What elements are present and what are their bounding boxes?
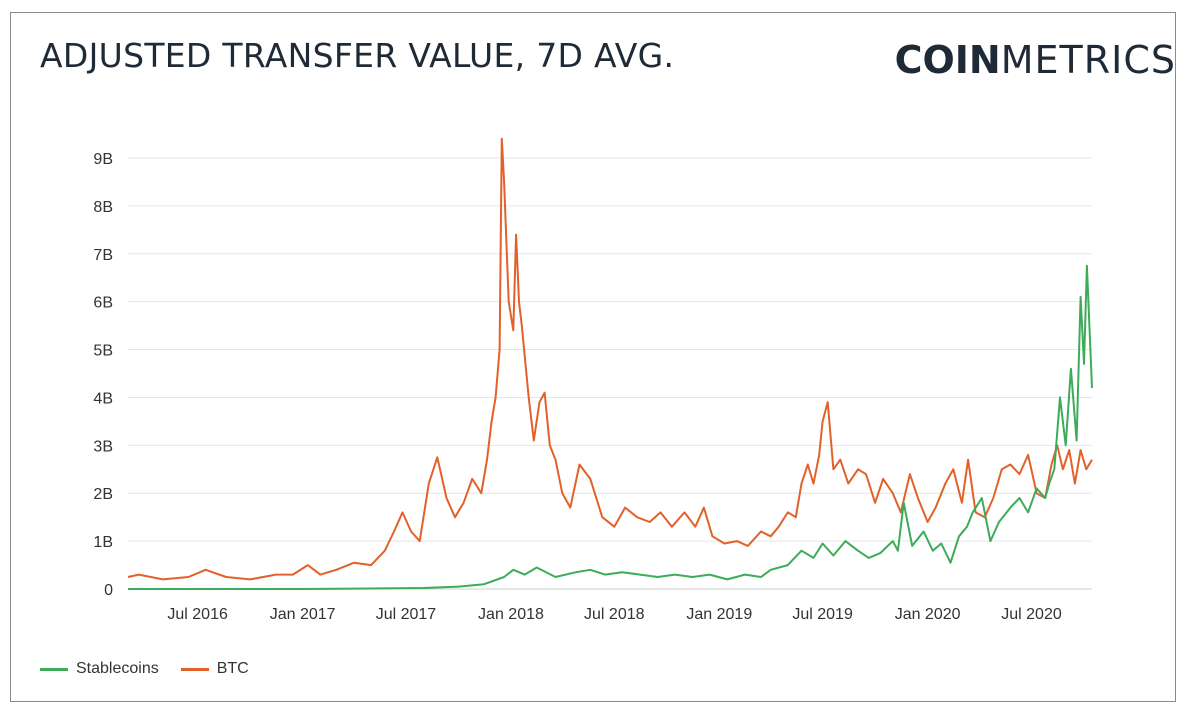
y-axis-ticks: 0 1B 2B 3B 4B 5B 6B 7B 8B 9B [93, 151, 113, 599]
x-tick-label: Jan 2018 [478, 606, 544, 623]
x-tick-label: Jul 2018 [584, 606, 645, 623]
stablecoins-swatch [40, 667, 68, 671]
x-tick-label: Jul 2016 [167, 606, 228, 623]
y-tick-label: 7B [93, 247, 113, 264]
logo-light-text: METRICS [1000, 38, 1176, 82]
btc-swatch [180, 667, 209, 671]
legend[interactable]: Stablecoins BTC [40, 660, 249, 678]
legend-item-stablecoins[interactable]: Stablecoins [40, 660, 159, 678]
y-tick-label: 5B [93, 343, 113, 360]
series-line-stablecoins[interactable] [128, 264, 1093, 590]
x-tick-label: Jan 2017 [270, 606, 336, 623]
y-tick-label: 6B [93, 295, 113, 312]
y-tick-label: 0 [104, 582, 113, 599]
legend-item-btc[interactable]: BTC [180, 660, 249, 678]
chart-frame [10, 12, 1176, 702]
coinmetrics-logo: COINMETRICS [895, 38, 1176, 82]
legend-label-stablecoins: Stablecoins [76, 660, 159, 677]
y-tick-label: 9B [93, 151, 113, 168]
x-tick-label: Jan 2020 [895, 606, 961, 623]
series-line-btc[interactable] [127, 137, 1093, 581]
logo-bold-text: COIN [894, 38, 1001, 82]
y-tick-label: 4B [93, 390, 113, 407]
y-tick-label: 1B [93, 534, 113, 551]
legend-label-btc: BTC [216, 660, 249, 677]
x-tick-label: Jan 2019 [686, 606, 752, 623]
chart-title: ADJUSTED TRANSFER VALUE, 7D AVG. [40, 36, 675, 75]
y-tick-label: 2B [93, 486, 113, 503]
x-axis-ticks: Jul 2016 Jan 2017 Jul 2017 Jan 2018 Jul 2018… [167, 606, 1061, 623]
series-lines [127, 137, 1093, 590]
x-tick-label: Jul 2017 [376, 606, 437, 623]
y-tick-label: 3B [93, 438, 113, 455]
x-tick-label: Jul 2019 [792, 606, 853, 623]
x-tick-label: Jul 2020 [1001, 606, 1062, 623]
y-tick-label: 8B [93, 199, 113, 216]
